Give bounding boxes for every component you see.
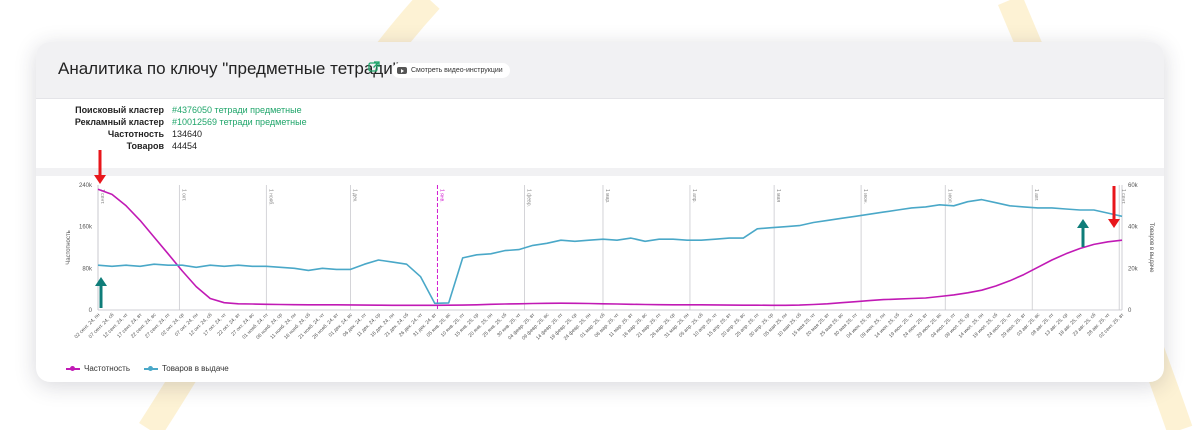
card-header: Аналитика по ключу "предметные тетради" … — [36, 42, 1164, 99]
y-tick-label-left: 160k — [79, 225, 93, 231]
chart-legend: Частотность Товаров в выдаче — [66, 364, 229, 373]
y-axis-title-left: Частотность — [66, 230, 72, 265]
month-label: 1 авг. — [1033, 189, 1039, 201]
external-link-icon[interactable] — [368, 61, 380, 73]
month-label: 1 мая — [775, 189, 781, 202]
video-button-label: Смотреть видео-инструкции — [411, 67, 503, 74]
video-instructions-button[interactable]: Смотреть видео-инструкции — [392, 63, 510, 78]
month-label: 1 нояб. — [267, 189, 273, 206]
info-label: Рекламный кластер — [74, 117, 164, 127]
search-cluster-link[interactable]: #4376050 тетради предметные — [172, 105, 302, 115]
y-tick-label-left: 240k — [79, 183, 93, 189]
month-label: 1 февр. — [525, 189, 531, 207]
frequency-value: 134640 — [172, 129, 203, 139]
info-row-ad-cluster: Рекламный кластер #10012569 тетради пред… — [66, 116, 307, 128]
month-label: 1 июн. — [862, 189, 868, 204]
legend-marker-products — [144, 365, 158, 371]
y-tick-label-right: 60k — [1128, 183, 1139, 189]
month-label: 1 июл. — [946, 189, 952, 204]
y-tick-label-left: 80k — [82, 266, 93, 272]
y-axis-title-right: Товаров в выдаче — [1148, 222, 1154, 273]
info-row-search-cluster: Поисковый кластер #4376050 тетради предм… — [66, 104, 307, 116]
y-tick-label-right: 0 — [1128, 308, 1132, 314]
analytics-chart[interactable]: 1 сент. 1 окт. 1 нояб. 1 дек. 1 янв. 1 февр. 1… — [36, 42, 1164, 382]
products-value: 44454 — [172, 141, 198, 151]
arrow-up-icon — [95, 277, 107, 308]
arrow-up-icon — [1077, 219, 1089, 247]
month-label: 1 окт. — [180, 189, 186, 201]
chart-separator — [36, 168, 1164, 176]
legend-item-frequency[interactable]: Частотность — [66, 364, 130, 373]
month-label: 1 мар. — [604, 189, 610, 204]
info-row-frequency: Частотность 134640 — [66, 128, 307, 140]
y-tick-label-right: 20k — [1128, 266, 1139, 272]
legend-label-products: Товаров в выдаче — [162, 364, 229, 373]
keyword-info: Поисковый кластер #4376050 тетради предм… — [66, 104, 307, 152]
month-label: 1 апр. — [691, 189, 697, 203]
arrow-down-icon — [94, 150, 106, 184]
month-label: 1 сент. — [99, 189, 105, 204]
info-label: Товаров — [126, 141, 164, 151]
page-title: Аналитика по ключу "предметные тетради" — [58, 59, 399, 78]
month-label: 1 дек. — [351, 189, 357, 202]
info-row-products: Товаров 44454 — [66, 140, 307, 152]
legend-marker-frequency — [66, 365, 80, 371]
y-tick-label-right: 40k — [1128, 225, 1139, 231]
legend-label-frequency: Частотность — [84, 364, 130, 373]
arrow-down-icon — [1108, 186, 1120, 228]
info-label: Частотность — [107, 129, 164, 139]
legend-item-products[interactable]: Товаров в выдаче — [144, 364, 229, 373]
month-label: 1 сент. — [1120, 189, 1126, 204]
ad-cluster-link[interactable]: #10012569 тетради предметные — [172, 117, 307, 127]
y-tick-label-left: 0 — [89, 308, 93, 314]
month-label: 1 янв. — [438, 189, 444, 203]
series-line-products — [97, 198, 1123, 305]
series-line-frequency — [97, 188, 1123, 307]
play-icon — [397, 67, 407, 74]
info-label: Поисковый кластер — [75, 105, 164, 115]
analytics-card: Аналитика по ключу "предметные тетради" … — [36, 42, 1164, 382]
